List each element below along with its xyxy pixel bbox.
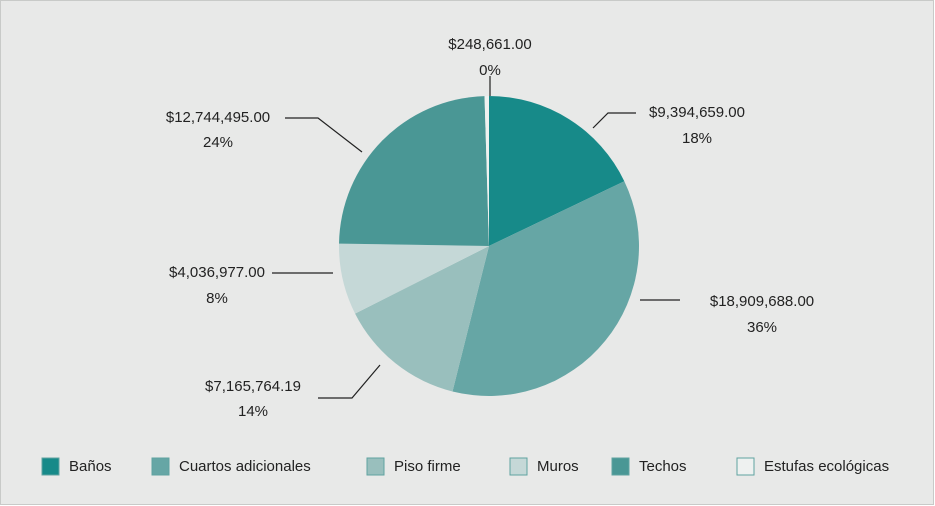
percent-label: 18%: [682, 130, 712, 147]
legend-label: Techos: [639, 458, 687, 475]
value-label: $248,661.00: [448, 36, 531, 53]
value-label: $18,909,688.00: [710, 293, 814, 310]
leader-line: [285, 117, 363, 153]
leader-line: [592, 112, 636, 129]
legend-swatch: [366, 457, 385, 476]
pie-slice: [355, 246, 489, 392]
pie-slice: [484, 96, 489, 246]
value-label: $4,036,977.00: [169, 264, 265, 281]
legend-label: Baños: [69, 458, 112, 475]
percent-label: 36%: [747, 319, 777, 336]
value-label: $12,744,495.00: [166, 109, 270, 126]
legend-swatch: [41, 457, 60, 476]
percent-label: 0%: [479, 62, 501, 79]
percent-label: 8%: [206, 290, 228, 307]
legend-swatch: [736, 457, 755, 476]
value-label: $7,165,764.19: [205, 378, 301, 395]
legend-swatch: [151, 457, 170, 476]
legend-label: Piso firme: [394, 458, 461, 475]
leader-line: [318, 364, 381, 399]
pie-slice: [339, 243, 489, 314]
pie-slice: [452, 181, 639, 397]
legend-swatch: [509, 457, 528, 476]
pie-slice: [489, 96, 625, 246]
legend-label: Muros: [537, 458, 579, 475]
legend-label: Estufas ecológicas: [764, 458, 889, 475]
value-label: $9,394,659.00: [649, 104, 745, 121]
pie-slice: [339, 96, 489, 247]
legend-label: Cuartos adicionales: [179, 458, 311, 475]
legend-swatch: [611, 457, 630, 476]
percent-label: 24%: [203, 134, 233, 151]
percent-label: 14%: [238, 403, 268, 420]
